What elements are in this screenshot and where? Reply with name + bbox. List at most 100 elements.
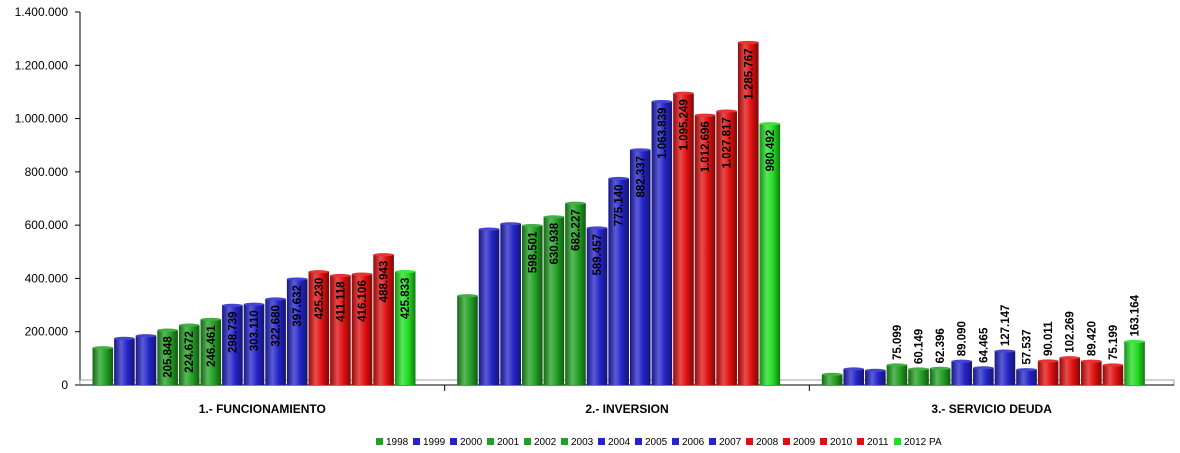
bar-top [843, 367, 865, 371]
bar-top [135, 334, 157, 338]
legend-label: 2006 [682, 437, 705, 448]
legend-swatch [820, 438, 827, 445]
y-tick-label: 1.000.000 [15, 112, 69, 126]
bar-top [243, 302, 265, 306]
bar-top [586, 226, 608, 230]
category-label: 2.- INVERSION [585, 402, 668, 416]
data-label: 75.099 [892, 325, 904, 360]
data-label: 1.012.696 [700, 121, 712, 172]
legend-item: 2008 [746, 437, 779, 448]
data-label: 630.938 [549, 222, 561, 264]
legend-item: 1998 [376, 437, 409, 448]
y-tick-label: 800.000 [25, 165, 69, 179]
bar-2005-cat3 [973, 367, 994, 385]
bar-2002-cat2 [543, 216, 565, 385]
bar-2001-cat2 [521, 225, 543, 385]
legend-label: 2001 [497, 437, 520, 448]
bar-1998-cat2 [457, 295, 478, 385]
bar-top [973, 366, 994, 370]
bar-2000-cat3 [865, 370, 886, 385]
bar-top [865, 368, 886, 372]
bar-2007-cat1 [286, 279, 308, 385]
data-label: 57.537 [1022, 329, 1034, 364]
legend-label: 2009 [793, 437, 816, 448]
legend-item: 1999 [413, 437, 446, 448]
bar-2010-cat1 [351, 274, 373, 385]
data-label: 411.118 [335, 281, 347, 322]
legend-swatch [524, 438, 531, 445]
bar-2004-cat3 [951, 361, 973, 385]
legend-label: 2007 [719, 437, 742, 448]
bar-top [222, 303, 243, 308]
bar-2004-cat2 [586, 227, 608, 385]
data-label: 598.501 [527, 231, 539, 273]
data-label: 89.090 [957, 321, 969, 356]
data-label: 1.095.249 [678, 99, 690, 150]
data-label: 205.848 [163, 336, 175, 378]
bar-2008-cat2 [673, 93, 694, 386]
bar-2010-cat2 [716, 111, 737, 385]
legend-label: 2002 [534, 437, 557, 448]
data-label: 224.672 [184, 331, 196, 373]
legend-item: 2011 [857, 437, 889, 448]
bar-top [265, 297, 286, 301]
bar-top [1081, 359, 1102, 363]
bar-top [929, 366, 951, 370]
bar-top [308, 270, 330, 274]
bar-2004-cat1 [222, 305, 243, 385]
bar-top [908, 367, 929, 371]
bar-1999-cat1 [114, 338, 135, 385]
bar-1999-cat2 [478, 229, 500, 385]
data-label: 1.063.839 [657, 108, 669, 159]
bar-top [673, 91, 694, 95]
legend-swatch [672, 438, 679, 445]
data-label: 163.164 [1130, 294, 1142, 336]
bar-2006-cat3 [994, 351, 1016, 385]
legend-item: 2002 [524, 437, 557, 448]
bar-top [737, 40, 759, 45]
legend-label: 2003 [571, 437, 594, 448]
data-label: 64.465 [978, 327, 990, 363]
bar-2008-cat3 [1037, 361, 1059, 385]
legend-label: 2012 PA [904, 437, 942, 448]
legend-item: 2009 [783, 437, 816, 448]
legend-swatch [450, 438, 457, 445]
legend-label: 2004 [608, 437, 631, 448]
bar-top [821, 372, 843, 376]
bar-top [608, 176, 629, 181]
legend-swatch [561, 438, 568, 445]
bar-1998-cat3 [821, 374, 843, 385]
bar-2008-cat1 [308, 271, 330, 385]
legend-swatch [376, 438, 383, 445]
data-label: 425.230 [314, 278, 326, 320]
bar-2012-PA-cat1 [394, 271, 416, 385]
data-label: 682.227 [570, 209, 582, 251]
bar-top [759, 122, 781, 126]
bar-2010-cat3 [1081, 361, 1102, 385]
data-label: 62.396 [935, 328, 947, 363]
bar-top [178, 323, 200, 327]
data-label: 298.739 [227, 311, 239, 353]
bar-2003-cat3 [929, 368, 951, 385]
bar-2009-cat3 [1059, 357, 1081, 385]
bar-top [286, 277, 308, 281]
bar-top [716, 109, 737, 113]
legend-swatch [857, 438, 864, 445]
legend-item: 2007 [709, 437, 742, 448]
y-tick-label: 1.200.000 [15, 58, 69, 72]
bar-top [1059, 356, 1081, 360]
bar-top [629, 148, 651, 152]
bar-2005-cat1 [243, 304, 265, 385]
legend-label: 2005 [645, 437, 668, 448]
data-label: 246.461 [206, 325, 218, 367]
y-tick-label: 0 [61, 378, 68, 392]
data-label: 882.337 [635, 156, 647, 198]
bar-2012-PA-cat2 [759, 123, 781, 385]
legend-item: 2010 [820, 437, 853, 448]
bar-top [694, 113, 716, 117]
bar-top [200, 317, 222, 321]
data-label: 1.285.767 [743, 48, 755, 99]
legend-label: 2000 [460, 437, 483, 448]
y-tick-label: 600.000 [25, 218, 69, 232]
